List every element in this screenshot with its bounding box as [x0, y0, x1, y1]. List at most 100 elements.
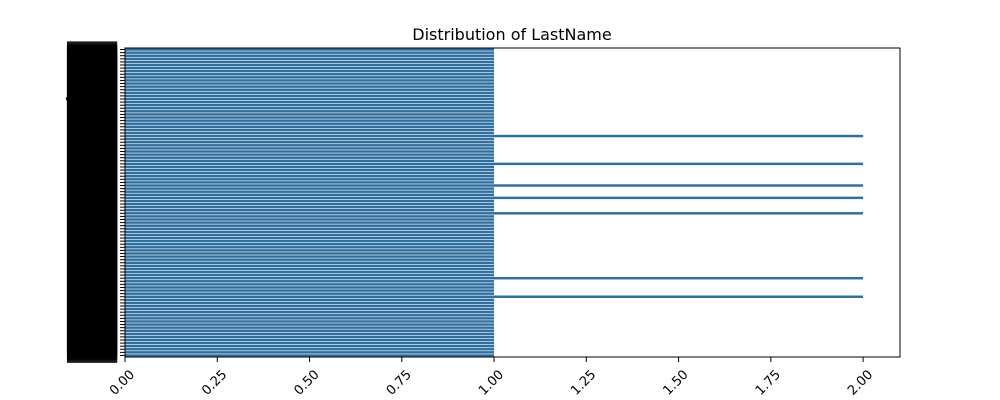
bar: [125, 298, 495, 302]
bar: [125, 264, 495, 268]
bar: [125, 307, 495, 311]
bar: [125, 128, 495, 132]
bar: [125, 348, 495, 351]
bar: [125, 103, 495, 107]
bar: [125, 165, 495, 169]
bar: [125, 156, 495, 159]
bar: [125, 270, 495, 274]
y-tick-label-overlap: █████: [66, 149, 118, 166]
bar: [125, 320, 495, 323]
bar: [125, 341, 495, 345]
bar: [125, 122, 495, 125]
bar: [125, 178, 495, 181]
bar: [125, 88, 495, 91]
bar: [125, 239, 495, 243]
y-tick-label-overlap: █████: [66, 201, 118, 218]
y-tick-label: Shaw: [82, 47, 117, 62]
bar: [125, 110, 495, 113]
bar: [125, 295, 864, 298]
x-tick-label: 0.00: [107, 367, 138, 398]
y-tick-label-overlap: █████: [66, 183, 118, 200]
bar: [125, 119, 495, 122]
y-tick-label: Ma: [98, 344, 117, 359]
bar: [125, 344, 495, 348]
y-tick-label-overlap: █████: [66, 96, 118, 113]
y-tick-label-overlap: █████: [66, 158, 118, 175]
y-tick-label-overlap: █████: [66, 81, 118, 98]
bar: [125, 255, 495, 258]
y-tick-label-overlap: █████: [66, 87, 118, 104]
y-tick-label-overlap: █████: [66, 56, 118, 73]
bar: [125, 107, 495, 110]
bar: [125, 351, 495, 354]
bar: [125, 116, 495, 119]
bar: [125, 147, 495, 150]
y-tick-label: D'Ab: [86, 270, 117, 285]
y-tick-label-overlap: █████: [66, 65, 118, 82]
bar: [125, 171, 495, 175]
y-tick-label-overlap: █████: [66, 84, 118, 101]
y-tick-label-overlap: █████: [66, 312, 118, 329]
bar: [125, 82, 495, 85]
bar: [125, 236, 495, 240]
y-tick-label-overlap: █████: [66, 322, 118, 339]
y-tick-label-overlap: █████: [66, 266, 118, 283]
bars-group: [125, 48, 864, 357]
y-tick-label-overlap: █████: [66, 189, 118, 206]
y-tick-label-overlap: █████: [66, 272, 118, 289]
chart-title: Distribution of LastName: [412, 25, 611, 44]
y-tick-label-overlap: █████: [66, 155, 118, 172]
y-tick-label-overlap: █████: [66, 139, 118, 156]
bar: [125, 233, 495, 237]
y-tick-label-overlap: █████: [66, 47, 118, 64]
y-tick-label-overlap: █████: [66, 177, 118, 194]
bar: [125, 48, 495, 51]
y-tick-label-overlap: █████: [66, 170, 118, 187]
y-tick-label: Vos: [94, 171, 117, 186]
y-tick-label-overlap: █████: [66, 251, 118, 268]
bar: [125, 51, 495, 54]
y-tick-label: Tom: [90, 245, 117, 260]
bar: [125, 63, 495, 67]
bar: [125, 276, 864, 280]
bar: [125, 326, 495, 329]
y-tick-label-overlap: █████: [66, 102, 118, 119]
bar: [125, 329, 495, 332]
y-tick-label-overlap: █████: [66, 186, 118, 203]
y-tick-label-overlap: █████: [66, 143, 118, 160]
y-tick-label: Clark: [83, 72, 117, 87]
y-tick-label-overlap: █████: [66, 71, 118, 88]
y-tick-label-overlap: █████: [66, 136, 118, 153]
y-tick-label-overlap: █████: [66, 220, 118, 237]
bar: [125, 153, 495, 156]
y-tick-label-overlap: █████: [66, 275, 118, 292]
y-tick-label-overlap: █████: [66, 75, 118, 92]
y-tick-label-overlap: █████: [66, 291, 118, 308]
bar: [125, 60, 495, 64]
y-tick-label-overlap: █████: [66, 167, 118, 184]
y-tick-label-overlap: █████: [66, 303, 118, 320]
y-tick-label-overlap: █████: [66, 173, 118, 190]
bar: [125, 301, 495, 305]
y-tick-label-overlap: █████: [66, 146, 118, 163]
y-tick-label-overlap: █████: [66, 210, 118, 227]
x-tick-label: 1.00: [476, 367, 507, 398]
bar: [125, 131, 495, 135]
y-tick-label-overlap: █████: [66, 198, 118, 215]
y-tick-label-overlap: █████: [66, 217, 118, 234]
bar: [125, 159, 495, 163]
bar: [125, 187, 495, 190]
y-tick-label-overlap: █████: [66, 130, 118, 147]
y-tick-label: Van Der: [65, 97, 117, 112]
bar: [125, 199, 495, 203]
bar: [125, 141, 495, 144]
bar: [125, 184, 864, 187]
y-tick-label-overlap: █████: [66, 306, 118, 323]
bar: [125, 286, 495, 289]
y-tick-label-overlap: █████: [66, 325, 118, 342]
y-tick-label-overlap: █████: [66, 282, 118, 299]
bar: [125, 168, 495, 172]
y-tick-label: Van: [93, 121, 117, 136]
bar: [125, 193, 495, 197]
